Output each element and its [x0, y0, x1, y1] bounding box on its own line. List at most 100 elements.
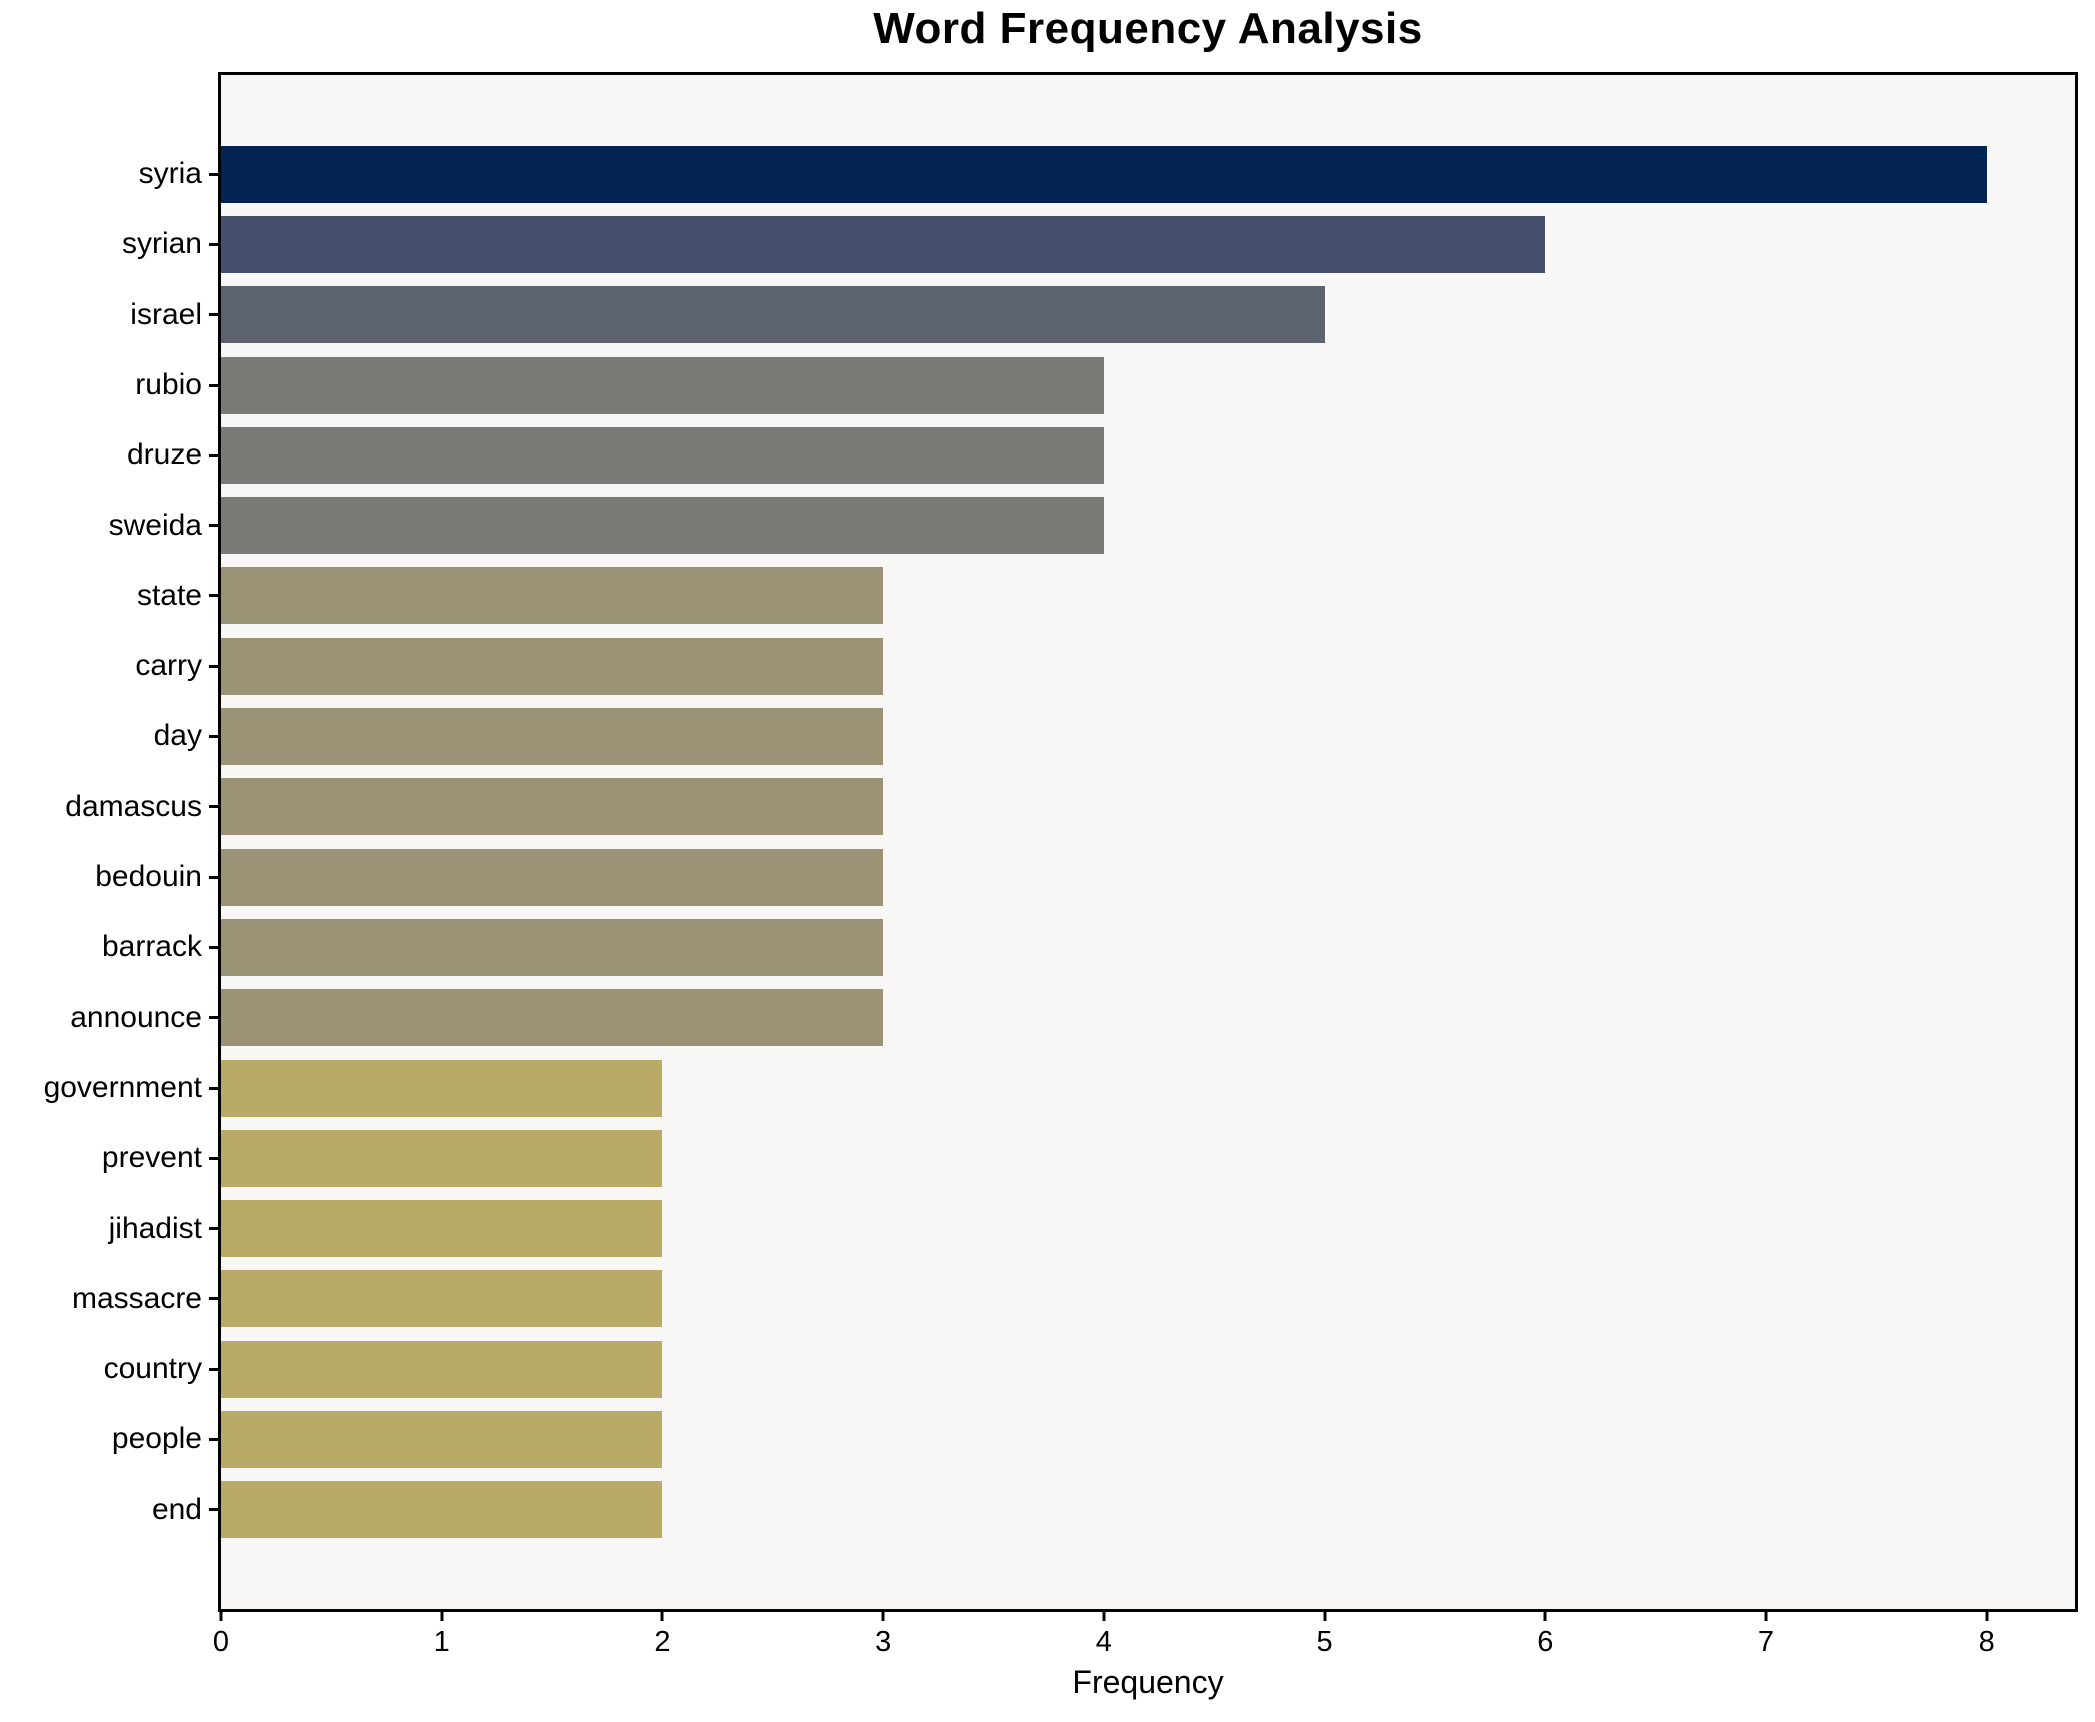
bar-prevent	[221, 1129, 663, 1187]
bar-row	[221, 1264, 2075, 1334]
y-tick-mark	[209, 735, 218, 739]
bar-sweida	[221, 497, 1104, 555]
x-tick-mark-5	[1323, 1612, 1327, 1621]
y-tick-mark	[209, 242, 218, 246]
y-tick-mark	[209, 594, 218, 598]
y-tick-label-end: end	[151, 1492, 202, 1526]
y-tick-mark	[209, 1508, 218, 1512]
y-tick-label-government: government	[43, 1070, 202, 1104]
bar-row	[221, 842, 2075, 912]
y-tick-mark	[209, 1227, 218, 1231]
bar-jihadist	[221, 1200, 663, 1258]
bars-container	[221, 75, 2075, 1609]
x-axis: 0 1 2 3 4 5 6 7 8	[213, 1612, 2075, 1672]
y-tick-label-prevent: prevent	[101, 1141, 202, 1175]
bar-row	[221, 1194, 2075, 1264]
y-tick-label-carry: carry	[135, 649, 202, 683]
bar-rubio	[221, 356, 1104, 414]
y-tick-label-druze: druze	[126, 438, 202, 472]
bar-row	[221, 772, 2075, 842]
bar-row	[221, 209, 2075, 279]
y-tick-mark	[209, 1438, 218, 1442]
x-axis-label: Frequency	[1072, 1664, 1224, 1700]
y-tick-label-syrian: syrian	[121, 227, 202, 261]
bar-row	[221, 1053, 2075, 1123]
x-tick-mark-6	[1543, 1612, 1547, 1621]
y-tick-mark	[209, 172, 218, 176]
bar-bedouin	[221, 848, 884, 906]
y-tick-mark	[209, 453, 218, 457]
x-tick-mark-4	[1102, 1612, 1106, 1621]
x-tick-label-6: 6	[1537, 1626, 1554, 1658]
y-tick-label-people: people	[111, 1422, 202, 1456]
x-tick-label-2: 2	[654, 1626, 671, 1658]
x-tick-mark-8	[1985, 1612, 1989, 1621]
x-tick-label-4: 4	[1095, 1626, 1112, 1658]
y-tick-mark	[209, 664, 218, 668]
bar-row	[221, 631, 2075, 701]
bar-damascus	[221, 778, 884, 836]
bar-row	[221, 561, 2075, 631]
bar-row	[221, 983, 2075, 1053]
bar-carry	[221, 637, 884, 695]
bar-end	[221, 1481, 663, 1539]
y-tick-label-sweida: sweida	[108, 508, 202, 542]
y-tick-label-rubio: rubio	[135, 367, 202, 401]
y-tick-label-damascus: damascus	[65, 789, 202, 823]
bar-barrack	[221, 918, 884, 976]
y-tick-label-massacre: massacre	[71, 1281, 202, 1315]
y-tick-label-day: day	[153, 719, 202, 753]
y-tick-label-country: country	[103, 1352, 202, 1386]
x-tick-label-0: 0	[212, 1626, 230, 1658]
bar-row	[221, 912, 2075, 982]
bar-druze	[221, 426, 1104, 484]
y-tick-label-announce: announce	[70, 1000, 202, 1034]
x-tick-mark-0	[219, 1612, 223, 1621]
y-tick-mark	[209, 1367, 218, 1371]
bar-government	[221, 1059, 663, 1117]
bar-syrian	[221, 215, 1546, 273]
y-tick-label-state: state	[136, 578, 202, 612]
bar-row	[221, 1475, 2075, 1545]
y-tick-mark	[209, 383, 218, 387]
x-tick-label-7: 7	[1757, 1626, 1775, 1658]
bar-israel	[221, 286, 1325, 344]
bar-announce	[221, 989, 884, 1047]
bar-people	[221, 1411, 663, 1469]
x-tick-label-1: 1	[433, 1626, 450, 1658]
y-tick-label-barrack: barrack	[101, 930, 202, 964]
x-tick-label-3: 3	[875, 1626, 892, 1658]
y-tick-label-jihadist: jihadist	[108, 1211, 202, 1245]
bar-row	[221, 1404, 2075, 1474]
bar-row	[221, 701, 2075, 771]
bar-day	[221, 708, 884, 766]
bar-state	[221, 567, 884, 625]
y-tick-mark	[209, 1086, 218, 1090]
bar-row	[221, 420, 2075, 490]
y-tick-mark	[209, 1016, 218, 1020]
y-tick-mark	[209, 1297, 218, 1301]
y-tick-mark	[209, 945, 218, 949]
chart-title: Word Frequency Analysis	[873, 4, 1423, 53]
plot-area	[218, 72, 2078, 1612]
bar-row	[221, 491, 2075, 561]
bar-row	[221, 139, 2075, 209]
x-tick-mark-1	[440, 1612, 444, 1621]
x-tick-mark-2	[660, 1612, 664, 1621]
bar-syria	[221, 145, 1987, 203]
y-tick-mark	[209, 313, 218, 317]
bar-massacre	[221, 1270, 663, 1328]
y-tick-label-bedouin: bedouin	[95, 860, 202, 893]
bar-row	[221, 1123, 2075, 1193]
y-tick-label-syria: syria	[138, 157, 202, 190]
bar-row	[221, 350, 2075, 420]
y-tick-mark	[209, 1156, 218, 1160]
y-tick-label-israel: israel	[130, 297, 202, 331]
x-tick-mark-3	[881, 1612, 885, 1621]
y-tick-mark	[209, 805, 218, 809]
x-tick-label-5: 5	[1316, 1626, 1333, 1658]
x-tick-mark-7	[1764, 1612, 1768, 1621]
bar-row	[221, 280, 2075, 350]
bar-row	[221, 1334, 2075, 1404]
